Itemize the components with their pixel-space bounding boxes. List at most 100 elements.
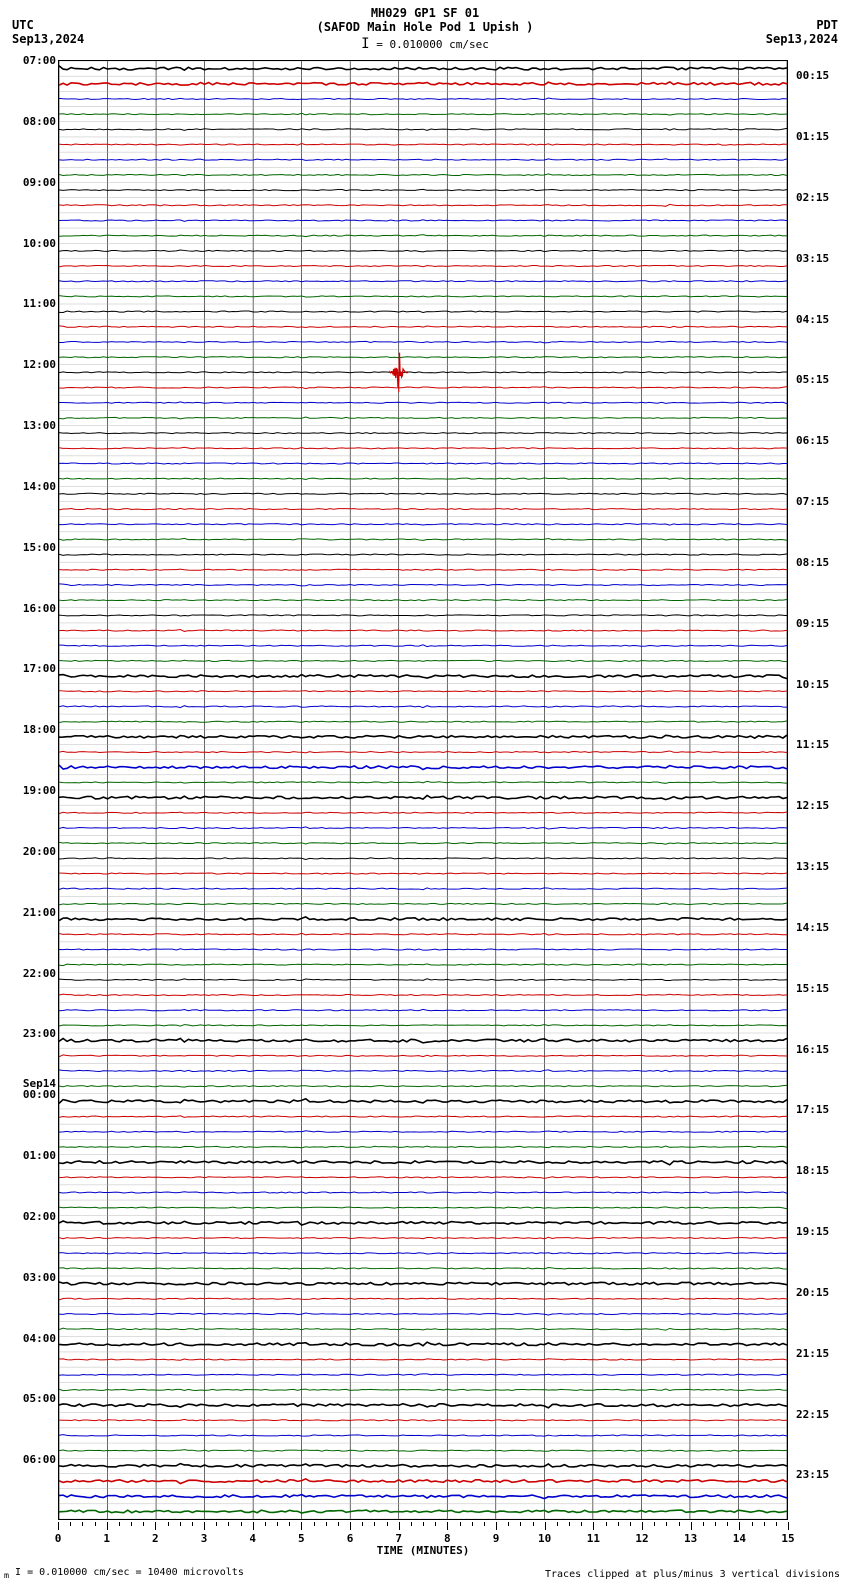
- header-right: PDT Sep13,2024: [766, 18, 838, 46]
- right-tz: PDT: [766, 18, 838, 32]
- x-tick: [508, 1522, 509, 1526]
- right-hour-label: 23:15: [796, 1468, 829, 1481]
- right-hour-label: 08:15: [796, 556, 829, 569]
- left-hour-label: 10:00: [23, 237, 56, 250]
- right-hour-label: 15:15: [796, 982, 829, 995]
- x-tick: [362, 1522, 363, 1526]
- x-tick: [618, 1522, 619, 1526]
- x-tick: [253, 1522, 254, 1530]
- left-time-labels: 07:0008:0009:0010:0011:0012:0013:0014:00…: [6, 60, 56, 1520]
- x-tick: [143, 1522, 144, 1526]
- helicorder-plot: [58, 60, 788, 1520]
- right-hour-label: 12:15: [796, 799, 829, 812]
- right-hour-label: 14:15: [796, 921, 829, 934]
- x-tick: [520, 1522, 521, 1526]
- x-tick: [679, 1522, 680, 1526]
- right-hour-label: 16:15: [796, 1043, 829, 1056]
- right-hour-label: 10:15: [796, 678, 829, 691]
- x-tick: [569, 1522, 570, 1526]
- x-tick: [472, 1522, 473, 1526]
- left-hour-label: 04:00: [23, 1332, 56, 1345]
- right-hour-label: 09:15: [796, 617, 829, 630]
- right-hour-label: 00:15: [796, 69, 829, 82]
- left-hour-label: 07:00: [23, 54, 56, 67]
- x-tick: [241, 1522, 242, 1526]
- x-ticks: 0123456789101112131415: [58, 1522, 788, 1532]
- x-tick: [350, 1522, 351, 1530]
- left-hour-label: 03:00: [23, 1271, 56, 1284]
- x-tick: [411, 1522, 412, 1526]
- x-tick: [691, 1522, 692, 1530]
- right-time-labels: 00:1501:1502:1503:1504:1505:1506:1507:15…: [796, 60, 844, 1520]
- x-tick: [752, 1522, 753, 1526]
- x-tick: [423, 1522, 424, 1526]
- footer-right: Traces clipped at plus/minus 3 vertical …: [545, 1569, 840, 1580]
- x-tick: [168, 1522, 169, 1526]
- right-hour-label: 17:15: [796, 1103, 829, 1116]
- x-tick: [606, 1522, 607, 1526]
- x-tick: [180, 1522, 181, 1526]
- right-hour-label: 02:15: [796, 191, 829, 204]
- x-tick: [557, 1522, 558, 1526]
- x-tick: [435, 1522, 436, 1526]
- x-tick: [399, 1522, 400, 1530]
- x-tick: [788, 1522, 789, 1530]
- left-hour-label: 08:00: [23, 115, 56, 128]
- left-hour-label: 09:00: [23, 176, 56, 189]
- scale-bar-icon: I: [361, 36, 369, 52]
- scale-note: I = 0.010000 cm/sec: [0, 36, 850, 52]
- right-hour-label: 13:15: [796, 860, 829, 873]
- x-tick: [496, 1522, 497, 1530]
- x-tick: [374, 1522, 375, 1526]
- x-tick: [593, 1522, 594, 1530]
- x-axis-title: TIME (MINUTES): [58, 1544, 788, 1557]
- x-tick: [666, 1522, 667, 1526]
- scale-value: = 0.010000 cm/sec: [376, 38, 489, 51]
- x-tick: [727, 1522, 728, 1526]
- x-tick: [228, 1522, 229, 1526]
- x-axis: 0123456789101112131415 TIME (MINUTES): [58, 1522, 788, 1562]
- left-hour-label: 16:00: [23, 602, 56, 615]
- left-hour-label: 06:00: [23, 1453, 56, 1466]
- x-tick: [533, 1522, 534, 1526]
- x-tick: [387, 1522, 388, 1526]
- x-tick: [277, 1522, 278, 1526]
- right-hour-label: 04:15: [796, 313, 829, 326]
- header-left: UTC Sep13,2024: [12, 18, 84, 46]
- x-tick: [545, 1522, 546, 1530]
- x-tick: [654, 1522, 655, 1526]
- x-tick: [131, 1522, 132, 1526]
- left-hour-label: 19:00: [23, 784, 56, 797]
- left-hour-label: 13:00: [23, 419, 56, 432]
- x-tick: [192, 1522, 193, 1526]
- right-hour-label: 05:15: [796, 373, 829, 386]
- left-hour-label: 23:00: [23, 1027, 56, 1040]
- plot-svg: [59, 61, 787, 1519]
- right-hour-label: 22:15: [796, 1408, 829, 1421]
- x-tick: [265, 1522, 266, 1526]
- x-tick: [289, 1522, 290, 1526]
- right-hour-label: 19:15: [796, 1225, 829, 1238]
- x-tick: [58, 1522, 59, 1530]
- left-hour-label: 17:00: [23, 662, 56, 675]
- x-tick: [338, 1522, 339, 1526]
- x-tick: [764, 1522, 765, 1526]
- midnight-date-label: Sep14: [23, 1077, 56, 1090]
- left-hour-label: 01:00: [23, 1149, 56, 1162]
- left-hour-label: 02:00: [23, 1210, 56, 1223]
- right-hour-label: 11:15: [796, 738, 829, 751]
- left-hour-label: 15:00: [23, 541, 56, 554]
- left-date: Sep13,2024: [12, 32, 84, 46]
- left-tz: UTC: [12, 18, 84, 32]
- helicorder-page: MH029 GP1 SF 01 (SAFOD Main Hole Pod 1 U…: [0, 0, 850, 1584]
- left-hour-label: 22:00: [23, 967, 56, 980]
- x-tick: [314, 1522, 315, 1526]
- x-tick: [70, 1522, 71, 1526]
- left-hour-label: 21:00: [23, 906, 56, 919]
- right-hour-label: 03:15: [796, 252, 829, 265]
- x-tick: [630, 1522, 631, 1526]
- right-hour-label: 07:15: [796, 495, 829, 508]
- x-tick: [326, 1522, 327, 1526]
- station-name: (SAFOD Main Hole Pod 1 Upish ): [0, 20, 850, 34]
- x-tick: [95, 1522, 96, 1526]
